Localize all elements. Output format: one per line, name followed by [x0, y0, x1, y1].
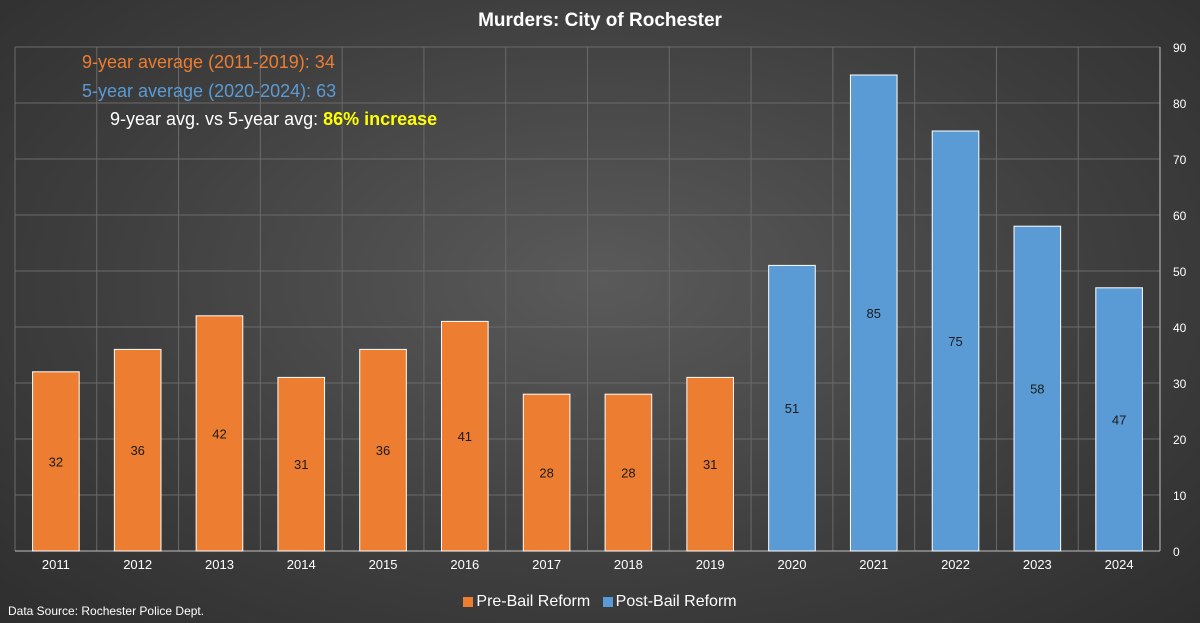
legend-item-post: Post-Bail Reform: [602, 593, 737, 611]
x-tick-label: 2020: [778, 557, 807, 572]
y-tick-label: 0: [1173, 545, 1180, 559]
bar-data-label: 75: [948, 334, 962, 349]
legend-swatch-post: [602, 597, 613, 607]
bar: [522, 393, 571, 552]
y-tick-label: 50: [1173, 265, 1187, 279]
x-tick-label: 2024: [1105, 557, 1134, 572]
x-tick-label: 2017: [532, 557, 561, 572]
bar: [1013, 225, 1062, 552]
x-tick-label: 2016: [450, 557, 479, 572]
bar: [1095, 287, 1143, 552]
bar-data-label: 58: [1030, 382, 1044, 397]
bar-data-label: 36: [130, 443, 144, 458]
bar: [931, 130, 980, 552]
y-tick-label: 40: [1173, 321, 1187, 335]
y-tick-label: 10: [1173, 489, 1187, 503]
x-tick-label: 2011: [42, 557, 70, 572]
legend-label-post: Post-Bail Reform: [615, 593, 737, 610]
bar-data-label: 28: [621, 466, 635, 481]
bar: [768, 264, 816, 552]
x-tick-label: 2019: [696, 557, 725, 572]
bar-data-label: 28: [539, 466, 553, 481]
legend-swatch-pre: [463, 597, 474, 607]
bar-data-label: 32: [49, 454, 63, 469]
bar-data-label: 51: [785, 401, 799, 416]
bar: [441, 320, 489, 552]
data-source-note: Data Source: Rochester Police Dept.: [8, 604, 205, 618]
y-tick-label: 60: [1173, 209, 1187, 223]
x-tick-label: 2014: [287, 557, 316, 572]
bar-data-label: 31: [294, 457, 308, 472]
y-tick-label: 80: [1173, 97, 1187, 111]
legend-item-pre: Pre-Bail Reform: [463, 593, 590, 611]
x-tick-label: 2021: [859, 557, 888, 572]
bar: [604, 393, 653, 552]
comparison-annotation: 9-year avg. vs 5-year avg: 86% increase: [110, 109, 437, 130]
x-tick-label: 2023: [1023, 557, 1052, 572]
nine-year-average-annotation: 9-year average (2011-2019): 34: [82, 52, 335, 72]
x-tick-label: 2015: [369, 557, 398, 572]
x-tick-label: 2013: [205, 557, 234, 572]
bar: [359, 348, 407, 552]
comparison-value: 86% increase: [323, 109, 438, 129]
x-tick-label: 2012: [123, 557, 152, 572]
y-tick-label: 70: [1173, 153, 1187, 167]
bar: [195, 315, 244, 552]
bar-data-label: 41: [458, 429, 472, 444]
y-tick-label: 20: [1173, 433, 1187, 447]
legend: Pre-Bail Reform Post-Bail Reform: [0, 593, 1200, 612]
comparison-label: 9-year avg. vs 5-year avg:: [110, 109, 324, 129]
bar: [849, 74, 898, 552]
bar-data-label: 47: [1112, 412, 1126, 427]
bar: [277, 376, 326, 552]
chart-title: Murders: City of Rochester: [478, 10, 722, 31]
bar: [113, 348, 162, 552]
bar-data-label: 31: [703, 457, 717, 472]
bar-data-label: 42: [212, 426, 226, 441]
y-tick-label: 90: [1173, 41, 1187, 55]
bar: [32, 371, 80, 552]
legend-label-pre: Pre-Bail Reform: [476, 593, 591, 610]
five-year-average-annotation: 5-year average (2020-2024): 63: [82, 81, 337, 101]
bar-data-label: 36: [376, 443, 390, 458]
bar-data-label: 85: [867, 306, 881, 321]
y-tick-label: 30: [1173, 377, 1187, 391]
bar: [686, 376, 734, 552]
x-tick-label: 2022: [941, 557, 970, 572]
x-tick-label: 2018: [614, 557, 643, 572]
